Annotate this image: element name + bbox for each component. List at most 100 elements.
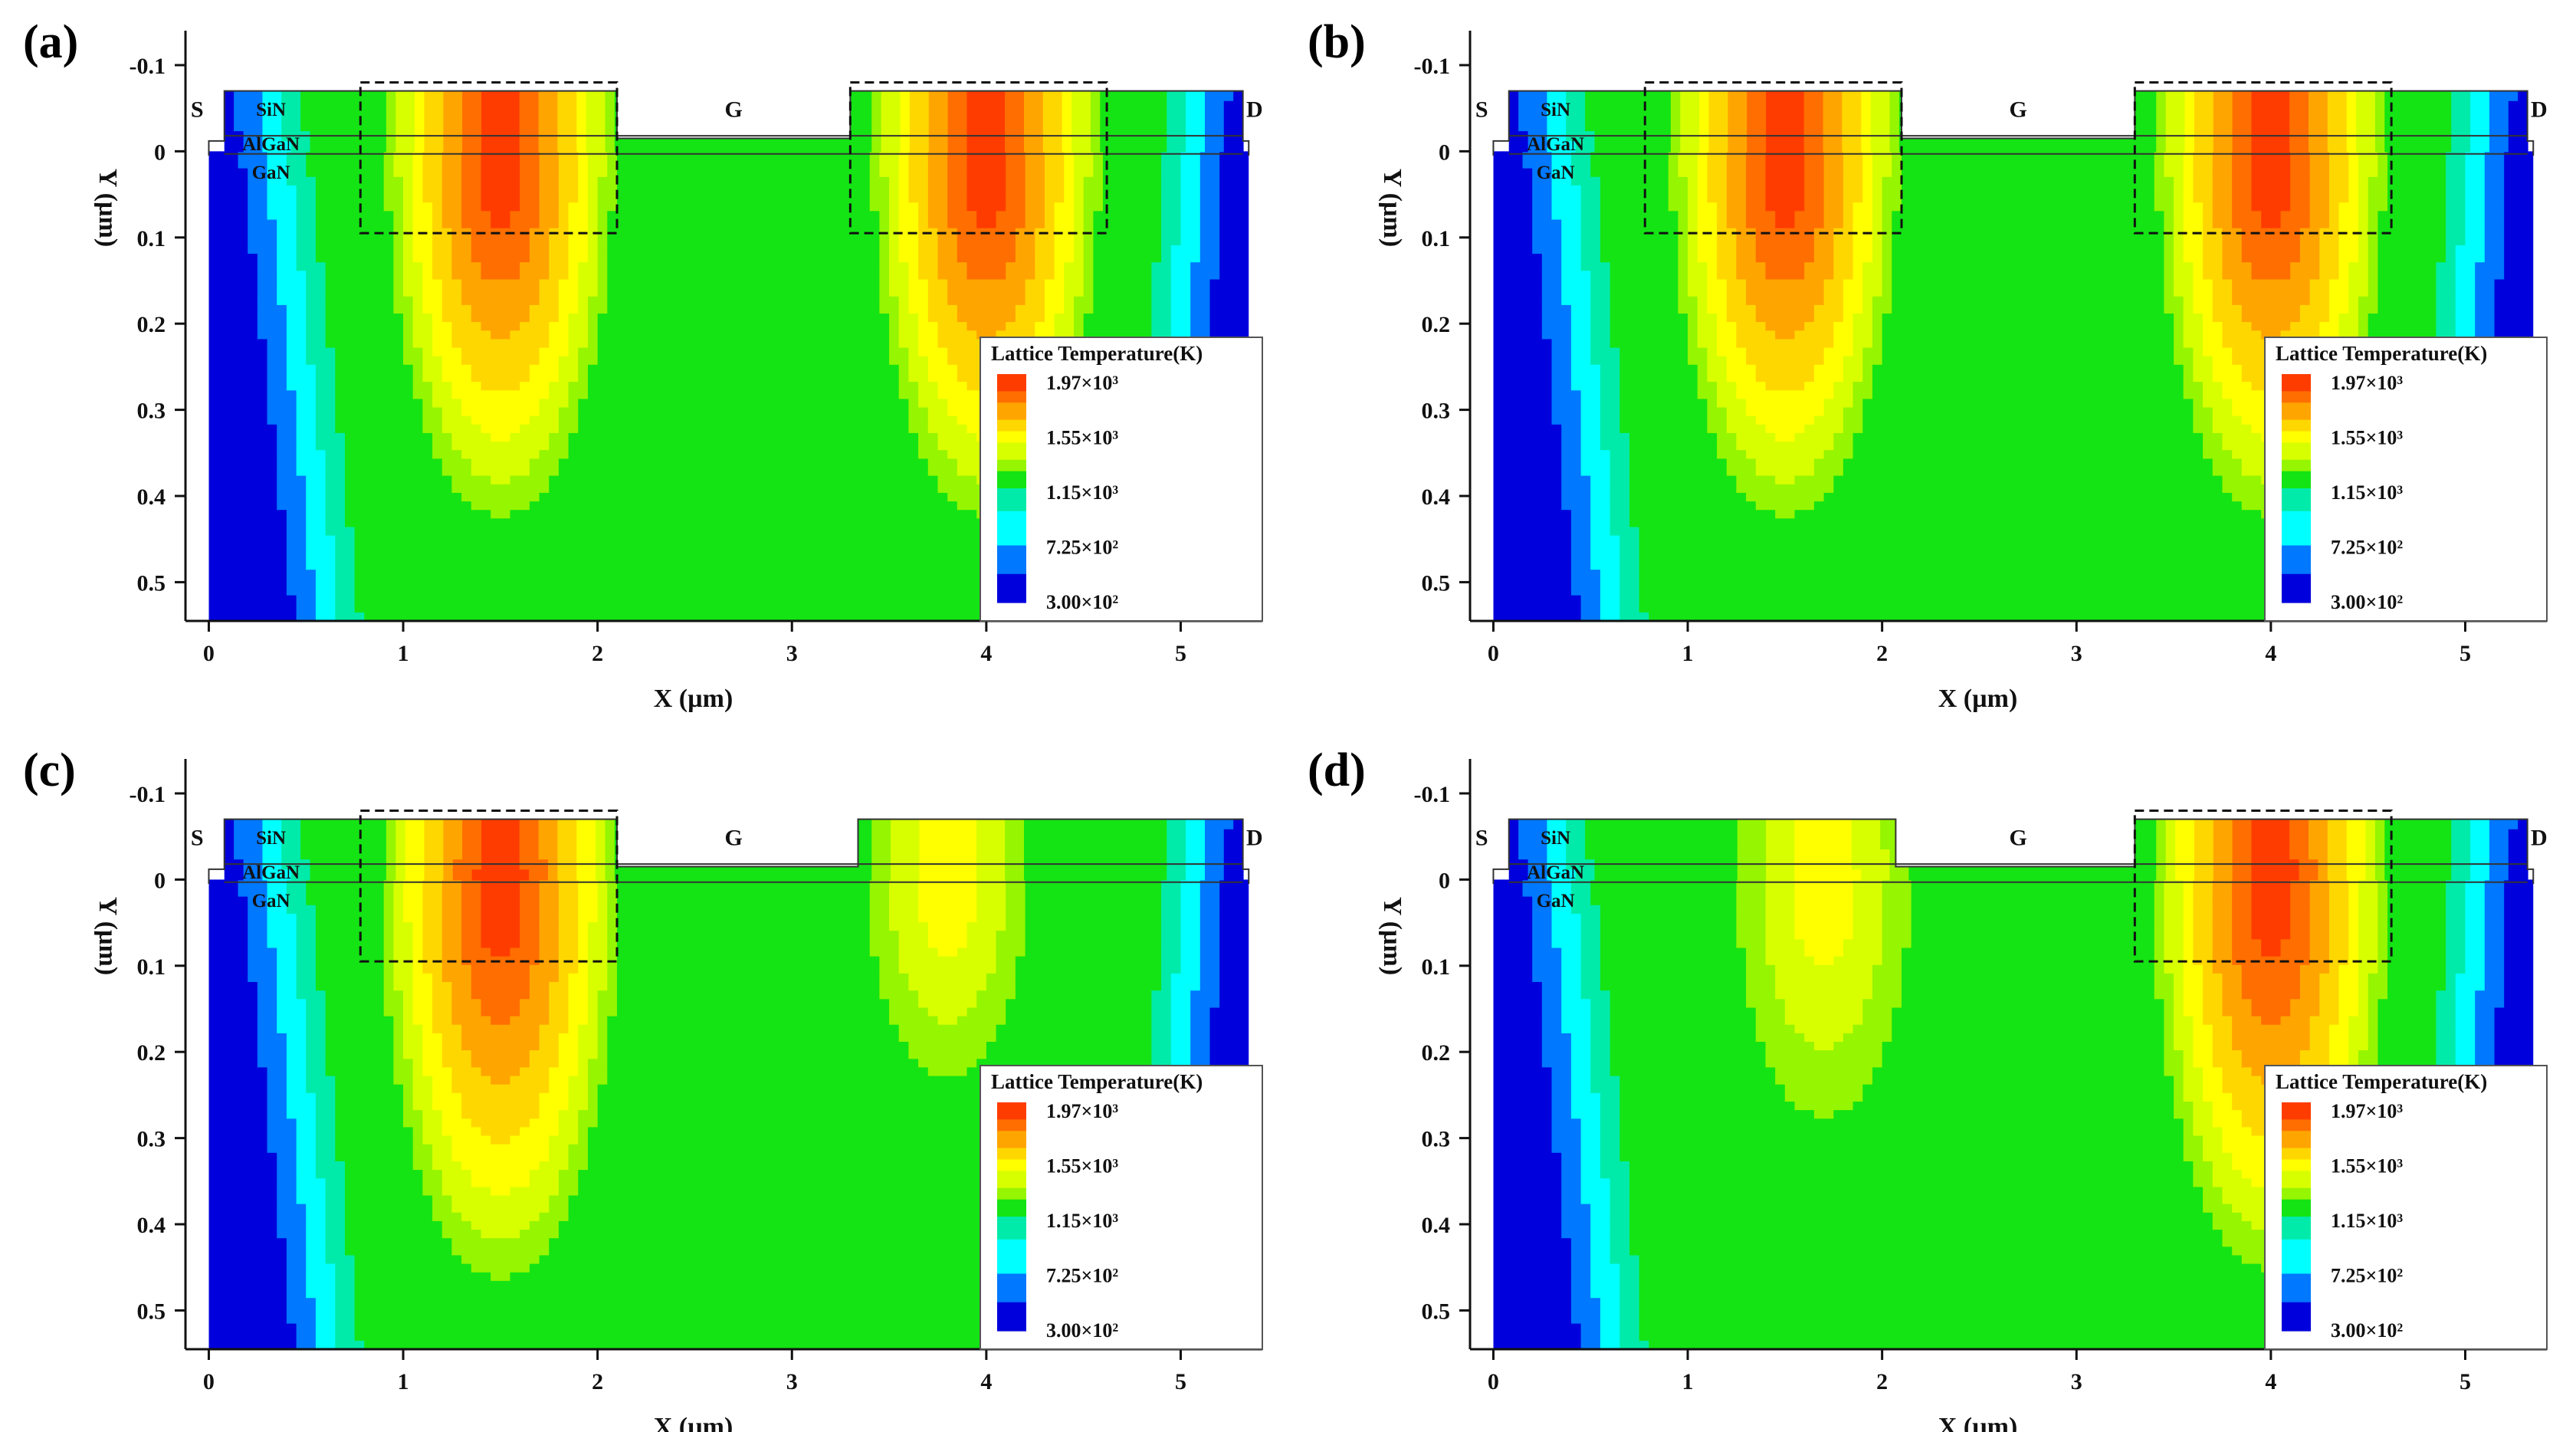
colorbar-band [997,420,1026,426]
colorbar-band [997,1263,1026,1269]
colorbar-band [2282,1228,2311,1234]
colorbar-band [997,374,1026,380]
colorbar-band [997,1177,1026,1183]
colorbar-band [2282,1165,2311,1171]
colorbar-band [997,409,1026,415]
colorbar-band [997,1217,1026,1223]
terminal-source: S [191,97,204,122]
colorbar-band [2282,1154,2311,1160]
colorbar-band [997,437,1026,443]
colorbar-band [2282,437,2311,443]
colorbar-band [2282,425,2311,432]
legend-title: Lattice Temperature(K) [2276,1070,2487,1093]
y-tick-label: 0 [154,140,166,165]
colorbar-band [2282,1108,2311,1114]
y-tick-label: -0.1 [130,54,166,79]
colorbar-band [997,1319,1026,1325]
colorbar-band [997,517,1026,523]
y-tick-label: 0.4 [137,484,166,510]
x-tick-label: 1 [1682,641,1694,666]
y-tick-label: 0.5 [137,1299,166,1324]
colorbar-band [997,1131,1026,1137]
source-step [208,819,224,869]
legend-entry: 1.97×10³ [1046,372,1118,394]
colorbar-band [997,454,1026,460]
terminal-gate: G [2010,825,2027,850]
colorbar-band [997,534,1026,540]
colorbar-band [2282,442,2311,448]
colorbar-band [2282,517,2311,523]
x-tick-label: 0 [203,641,215,666]
colorbar-band [2282,505,2311,511]
colorbar-band [2282,586,2311,592]
colorbar-band [2282,1296,2311,1302]
terminal-drain: D [2531,825,2548,850]
colorbar-band [2282,1114,2311,1120]
x-tick-label: 4 [2265,641,2276,666]
colorbar-band [2282,1285,2311,1291]
legend-entry: 3.00×10² [1046,591,1118,613]
legend: Lattice Temperature(K)1.97×10³1.55×10³1.… [980,337,1262,621]
colorbar-band [997,494,1026,500]
terminal-source: S [1475,97,1488,122]
source-step [1493,819,1508,869]
colorbar-band [2282,477,2311,483]
colorbar-band [997,1142,1026,1148]
colorbar-band [2282,1268,2311,1274]
colorbar-band [2282,402,2311,409]
y-tick-label: 0.2 [137,312,166,337]
colorbar-band [997,1279,1026,1286]
colorbar-band [997,386,1026,392]
colorbar-band [997,546,1026,552]
colorbar-band [2282,546,2311,552]
colorbar-band [997,1296,1026,1302]
colorbar-band [997,477,1026,483]
colorbar-band [2282,483,2311,489]
colorbar-band [997,1325,1026,1332]
colorbar-band [997,551,1026,557]
legend-entry: 1.15×10³ [2331,1210,2403,1232]
y-tick-label: 0.3 [1422,1127,1451,1152]
legend-entry: 1.97×10³ [1046,1100,1118,1122]
colorbar-band [997,597,1026,603]
colorbar-band [997,1102,1026,1108]
legend-entry: 1.55×10³ [2331,427,2403,449]
colorbar-band [997,432,1026,438]
colorbar-band [997,1228,1026,1234]
colorbar-band [997,563,1026,569]
x-tick-label: 5 [2460,1369,2471,1394]
colorbar-band [997,528,1026,534]
colorbar-band [2282,1274,2311,1280]
legend: Lattice Temperature(K)1.97×10³1.55×10³1.… [2265,1066,2547,1349]
colorbar-band [2282,1233,2311,1240]
x-tick-label: 4 [980,1369,992,1394]
colorbar-band [2282,414,2311,420]
colorbar-band [997,1148,1026,1154]
legend-entry: 1.97×10³ [2331,372,2403,394]
colorbar-band [997,523,1026,529]
x-tick-label: 0 [1488,641,1499,666]
colorbar-band [997,1285,1026,1291]
colorbar-band [997,1154,1026,1160]
colorbar-band [997,1245,1026,1251]
terminal-gate: G [725,97,743,122]
colorbar-band [2282,494,2311,500]
colorbar-band [2282,1194,2311,1200]
colorbar-band [2282,1308,2311,1314]
colorbar-band [997,1240,1026,1246]
legend-entry: 1.15×10³ [2331,481,2403,504]
x-tick-label: 2 [592,641,603,666]
layer-label-sin: SiN [1541,828,1570,849]
y-tick-label: 0 [1439,868,1450,893]
legend-entry: 7.25×10² [1046,1265,1118,1287]
panel-label: (a) [23,16,78,68]
colorbar-band [2282,1314,2311,1320]
colorbar-band [997,500,1026,506]
y-tick-label: 0 [154,868,166,893]
layer-label-algan: AlGaN [242,134,300,155]
x-tick-label: 4 [980,641,992,666]
colorbar-band [2282,574,2311,580]
x-tick-label: 0 [203,1369,215,1394]
